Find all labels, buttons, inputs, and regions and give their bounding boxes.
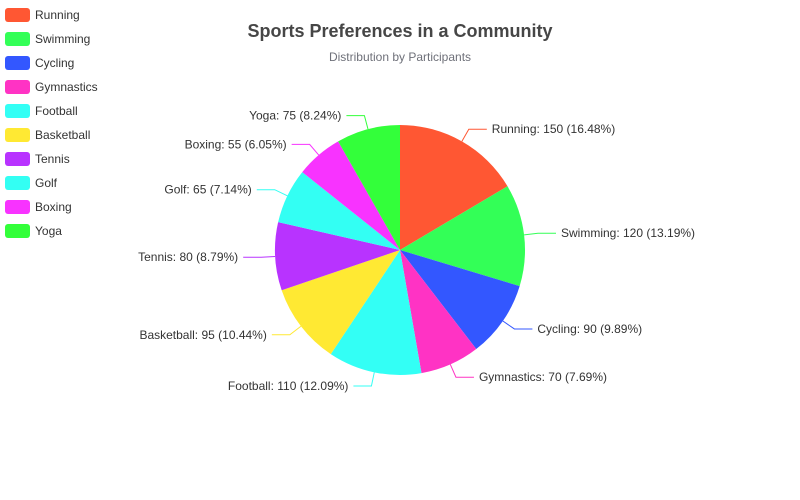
legend-item-golf[interactable]: Golf	[5, 171, 98, 195]
legend-item-running[interactable]: Running	[5, 3, 98, 27]
legend-item-basketball[interactable]: Basketball	[5, 123, 98, 147]
legend-item-boxing[interactable]: Boxing	[5, 195, 98, 219]
legend-item-swimming[interactable]: Swimming	[5, 27, 98, 51]
legend: Running Swimming Cycling Gymnastics Football…	[5, 3, 98, 243]
legend-label: Gymnastics	[35, 80, 98, 94]
slice-label-football: Football: 110 (12.09%)	[228, 379, 349, 393]
legend-label: Running	[35, 8, 80, 22]
label-line-running	[461, 128, 487, 142]
pie-slice-golf[interactable]	[278, 172, 400, 250]
label-line-gymnastics	[449, 364, 474, 378]
legend-label: Tennis	[35, 152, 70, 166]
legend-swatch	[5, 80, 30, 94]
chart-subtitle: Distribution by Participants	[328, 50, 472, 64]
legend-swatch	[5, 104, 30, 118]
legend-item-yoga[interactable]: Yoga	[5, 219, 98, 243]
legend-label: Basketball	[35, 128, 91, 142]
pie-slice-tennis[interactable]	[275, 222, 400, 291]
legend-item-gymnastics[interactable]: Gymnastics	[5, 75, 98, 99]
slice-label-yoga: Yoga: 75 (8.24%)	[249, 109, 341, 123]
legend-swatch	[5, 128, 30, 142]
legend-swatch	[5, 8, 30, 22]
pie-slice-running[interactable]	[400, 125, 508, 250]
label-line-cycling	[502, 320, 533, 330]
label-line-golf	[256, 189, 288, 197]
label-line-yoga	[346, 115, 369, 130]
legend-swatch	[5, 224, 30, 238]
label-line-tennis	[243, 255, 276, 258]
label-line-boxing	[291, 143, 320, 156]
slice-label-running: Running: 150 (16.48%)	[492, 122, 615, 136]
slice-label-tennis: Tennis: 80 (8.79%)	[138, 250, 238, 264]
legend-label: Yoga	[35, 224, 62, 238]
pie-slice-gymnastics[interactable]	[400, 250, 477, 374]
pie-slice-football[interactable]	[330, 250, 422, 375]
legend-item-tennis[interactable]: Tennis	[5, 147, 98, 171]
slice-label-boxing: Boxing: 55 (6.05%)	[185, 137, 287, 151]
legend-swatch	[5, 200, 30, 214]
legend-swatch	[5, 56, 30, 70]
legend-item-football[interactable]: Football	[5, 99, 98, 123]
chart-title: Sports Preferences in a Community	[247, 21, 553, 41]
label-line-football	[353, 372, 375, 387]
pie-slice-swimming[interactable]	[400, 186, 525, 287]
legend-label: Cycling	[35, 56, 75, 70]
label-line-basketball	[271, 325, 302, 336]
legend-label: Boxing	[35, 200, 72, 214]
slice-label-basketball: Basketball: 95 (10.44%)	[139, 328, 266, 342]
legend-swatch	[5, 176, 30, 190]
pie-slice-boxing[interactable]	[302, 141, 400, 250]
slice-label-golf: Golf: 65 (7.14%)	[164, 183, 251, 197]
slice-label-gymnastics: Gymnastics: 70 (7.69%)	[479, 370, 607, 384]
slice-label-swimming: Swimming: 120 (13.19%)	[561, 226, 695, 240]
legend-swatch	[5, 32, 30, 46]
label-line-swimming	[524, 232, 556, 236]
slice-label-cycling: Cycling: 90 (9.89%)	[537, 322, 642, 336]
pie-slice-basketball[interactable]	[281, 250, 400, 355]
legend-swatch	[5, 152, 30, 166]
legend-label: Golf	[35, 176, 58, 190]
pie-slice-cycling[interactable]	[400, 250, 520, 350]
legend-label: Swimming	[35, 32, 91, 46]
legend-label: Football	[35, 104, 78, 118]
pie-slice-yoga[interactable]	[338, 125, 400, 250]
legend-item-cycling[interactable]: Cycling	[5, 51, 98, 75]
